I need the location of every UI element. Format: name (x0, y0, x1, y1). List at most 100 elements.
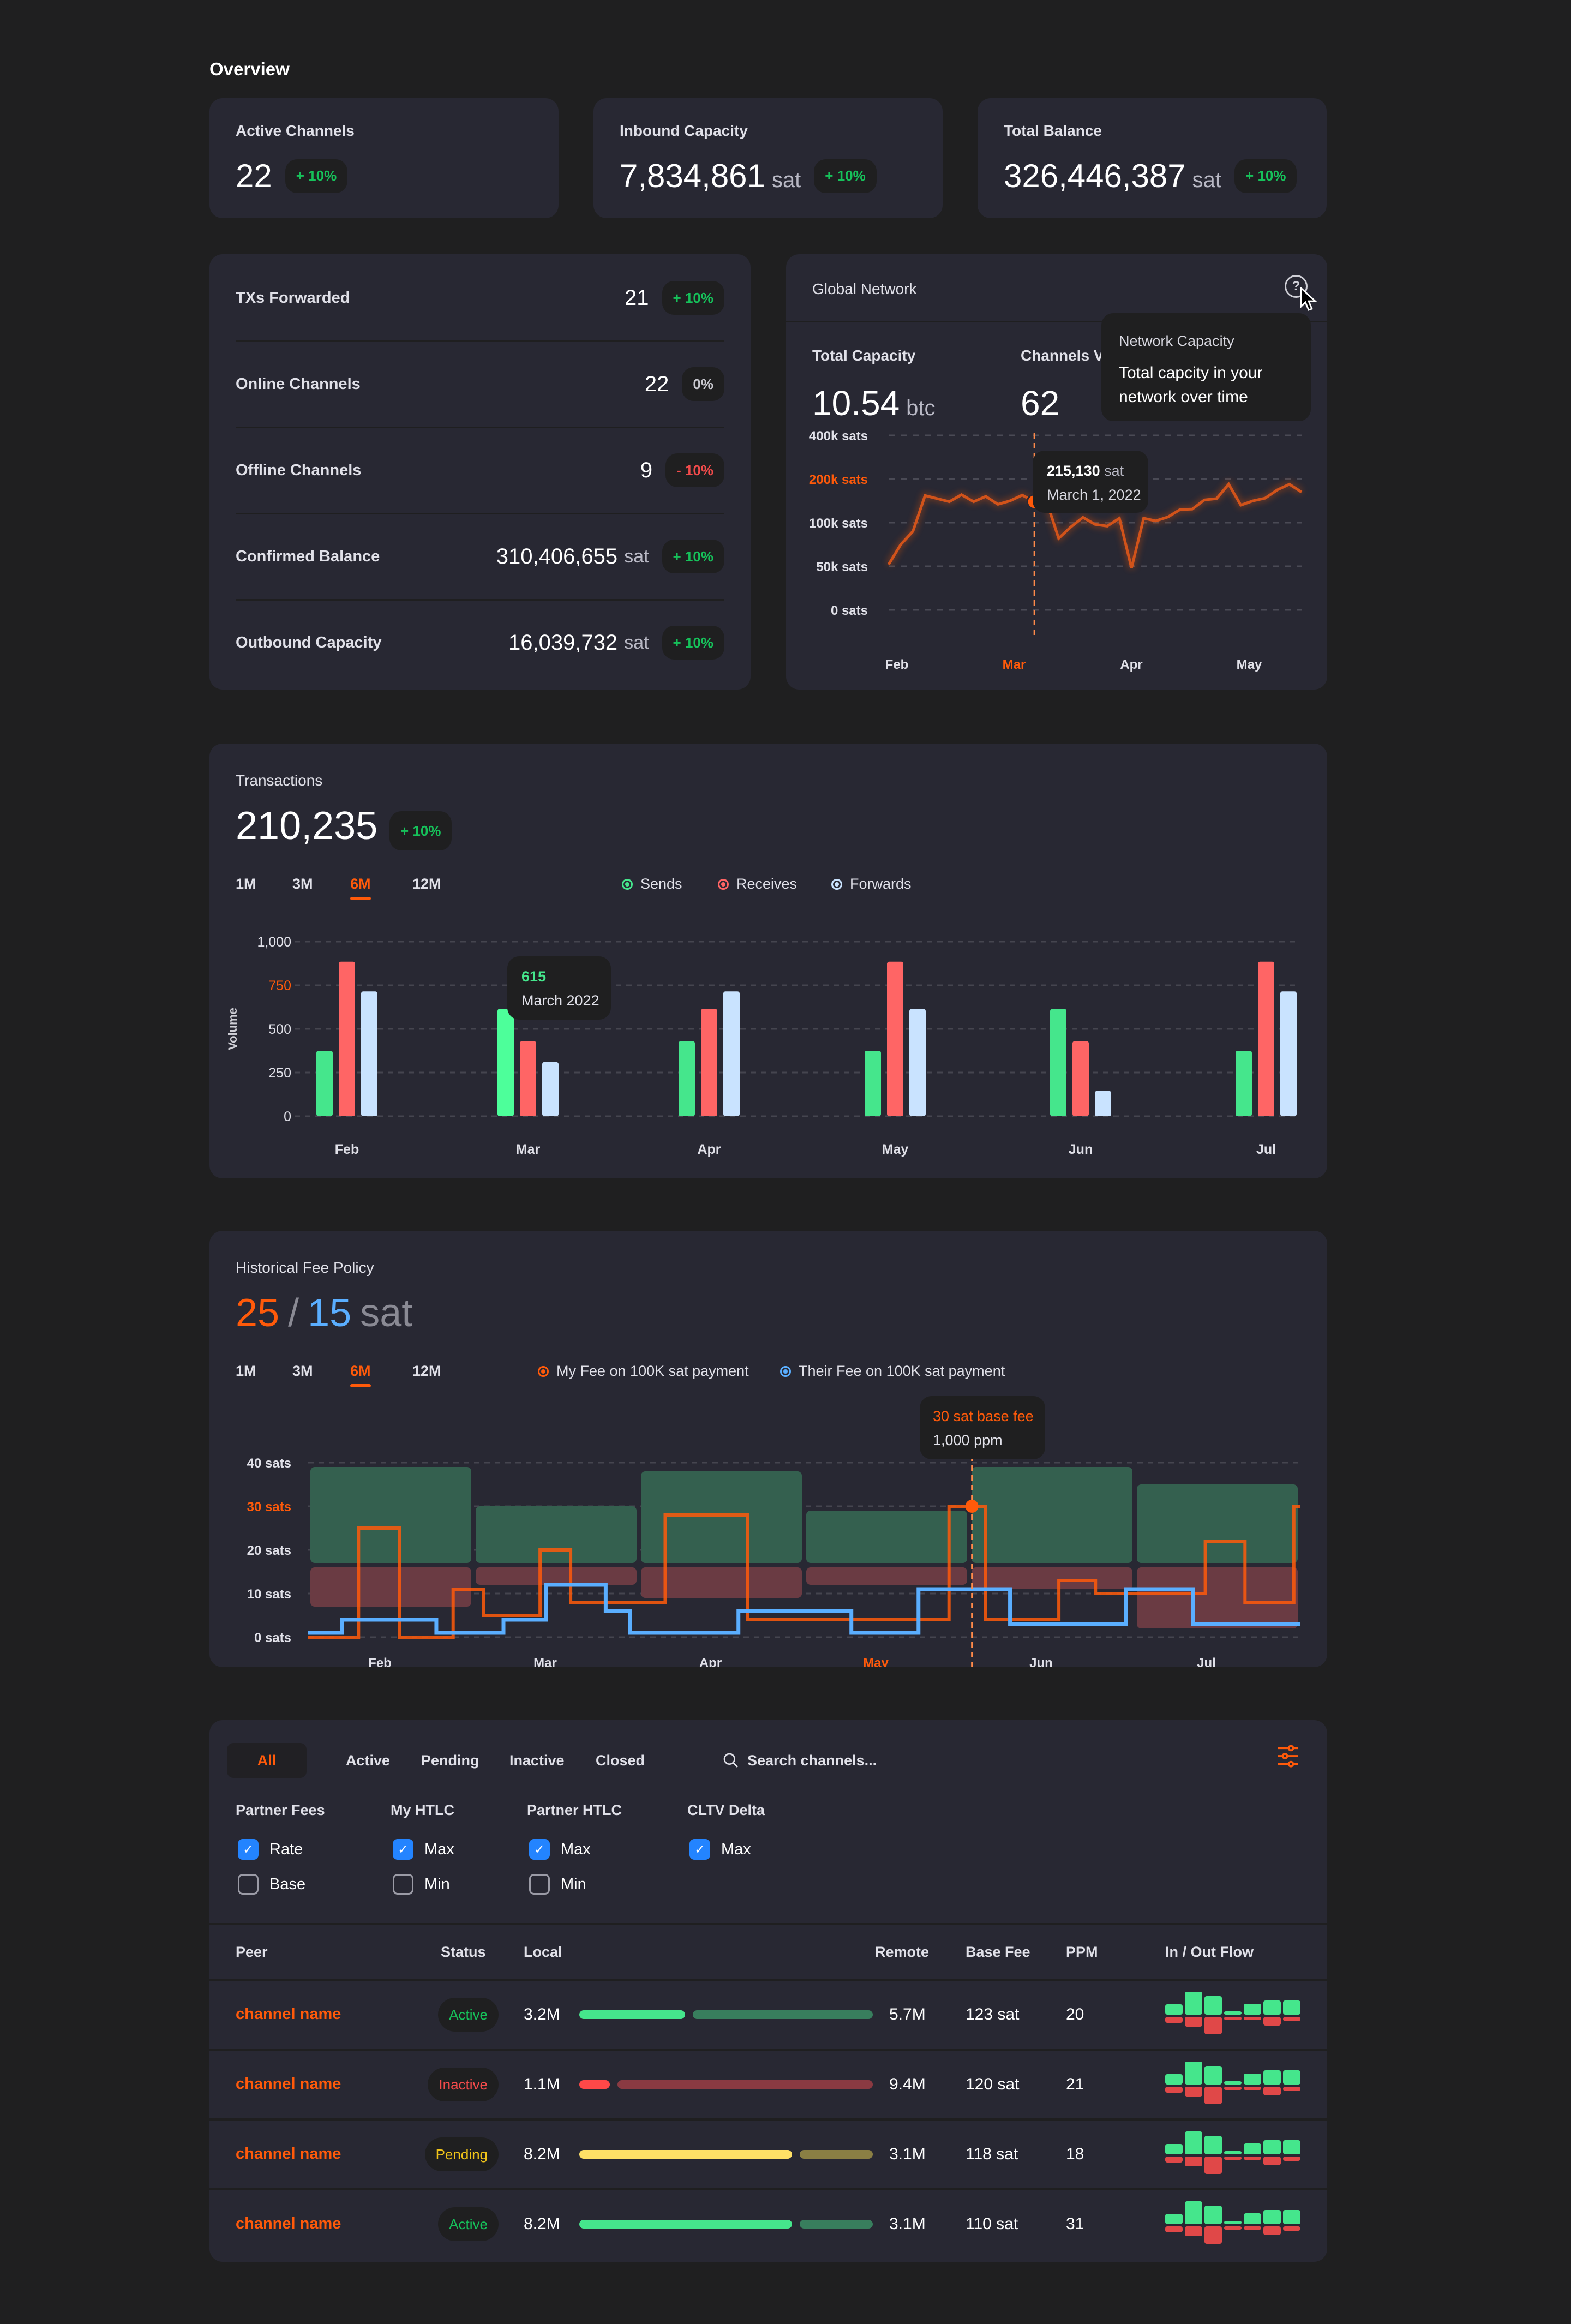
remote-balance: 3.1M (889, 2145, 926, 2163)
legend-item[interactable]: My Fee on 100K sat payment (538, 1363, 749, 1380)
bar-forwards[interactable] (361, 991, 377, 1116)
fee-band-lower (972, 1567, 1132, 1589)
highlight-point[interactable] (965, 1500, 979, 1513)
stat-card: Total Balance 326,446,387 sat + 10% (978, 98, 1327, 218)
y-tick-label: 10 sats (247, 1587, 291, 1602)
bar-forwards[interactable] (723, 991, 740, 1116)
checkbox-min[interactable]: Min (393, 1874, 450, 1895)
inflow-bar (1185, 2201, 1202, 2224)
help-button[interactable]: ? (1285, 275, 1308, 298)
checkbox-max[interactable]: ✓ Max (689, 1839, 751, 1860)
local-balance: 3.2M (524, 2005, 560, 2023)
inflow-bar (1224, 2221, 1242, 2224)
bar-receives[interactable] (887, 961, 903, 1116)
total-capacity-label: Total Capacity (812, 347, 916, 364)
legend-item[interactable]: Their Fee on 100K sat payment (780, 1363, 1005, 1380)
fee-line (308, 1583, 1300, 1635)
inflow-bar (1204, 2206, 1222, 2224)
bar-receives[interactable] (1072, 1041, 1089, 1116)
bar-sends[interactable] (865, 1051, 881, 1116)
legend-item[interactable]: Forwards (831, 876, 912, 893)
range-tab-1m[interactable]: 1M (236, 1363, 256, 1379)
x-tick-label: Jul (1256, 1142, 1276, 1157)
column-header[interactable]: Status (441, 1944, 486, 1960)
fee-band-upper (641, 1471, 802, 1563)
y-tick-label: 100k sats (809, 516, 868, 531)
checkbox-max[interactable]: ✓ Max (529, 1839, 591, 1860)
metric-unit: sat (624, 546, 649, 567)
inflow-bar (1224, 2151, 1242, 2154)
checkbox-min[interactable]: Min (529, 1874, 586, 1895)
column-header[interactable]: Peer (236, 1944, 268, 1960)
column-header[interactable]: Remote (875, 1944, 930, 1960)
base-fee: 123 sat (966, 2005, 1020, 2023)
peer-link[interactable]: channel name (236, 2145, 341, 2163)
bar-tooltip-value: 615 (521, 968, 547, 985)
column-header[interactable]: Base Fee (966, 1944, 1030, 1960)
bar-sends[interactable] (1050, 1009, 1066, 1116)
range-tab-6m[interactable]: 6M (350, 1363, 371, 1387)
fee-band-upper (476, 1506, 637, 1563)
legend-item[interactable]: Sends (622, 876, 682, 893)
y-tick-label: 0 sats (254, 1631, 291, 1645)
bar-receives[interactable] (520, 1041, 536, 1116)
filter-tab-inactive[interactable]: Inactive (509, 1752, 565, 1769)
bar-sends[interactable] (679, 1041, 695, 1116)
sliders-icon[interactable] (1276, 1744, 1300, 1768)
range-tab-12m[interactable]: 12M (412, 876, 441, 892)
local-balance: 8.2M (524, 2215, 560, 2233)
remote-balance-bar (800, 2220, 873, 2229)
table-row[interactable]: channel name Pending 8.2M 3.1M 118 sat 18 (209, 2121, 1327, 2188)
bar-receives[interactable] (701, 1009, 717, 1116)
inflow-bar (1165, 2074, 1183, 2085)
bar-sends[interactable] (497, 1009, 514, 1116)
filter-tab-closed[interactable]: Closed (596, 1752, 645, 1769)
checkbox-rate[interactable]: ✓ Rate (238, 1839, 303, 1860)
inflow-bar (1224, 2011, 1242, 2015)
base-fee: 118 sat (966, 2145, 1018, 2163)
bar-forwards[interactable] (542, 1062, 559, 1116)
range-tab-12m[interactable]: 12M (412, 1363, 441, 1379)
fee-separator: / (288, 1291, 299, 1335)
peer-link[interactable]: channel name (236, 2075, 341, 2093)
range-tab-1m[interactable]: 1M (236, 876, 256, 892)
bar-forwards[interactable] (1280, 991, 1297, 1116)
filter-tab-all[interactable]: All (227, 1743, 307, 1778)
search-field[interactable]: Search channels... (722, 1743, 940, 1778)
column-header[interactable]: In / Out Flow (1165, 1944, 1254, 1960)
range-tab-3m[interactable]: 3M (292, 1363, 313, 1379)
bar-sends[interactable] (316, 1051, 333, 1116)
metric-value: 21 (625, 285, 649, 310)
x-tick-label: Feb (368, 1656, 392, 1667)
filter-tab-pending[interactable]: Pending (421, 1752, 479, 1769)
range-tab-3m[interactable]: 3M (292, 876, 313, 892)
filter-tab-active[interactable]: Active (346, 1752, 391, 1769)
checkbox-max[interactable]: ✓ Max (393, 1839, 454, 1860)
column-header[interactable]: PPM (1066, 1944, 1098, 1960)
legend-item[interactable]: Receives (718, 876, 797, 893)
status-badge: Active (438, 2207, 499, 2241)
metric-value: 16,039,732 (508, 630, 618, 655)
checkbox-base[interactable]: Base (238, 1874, 305, 1895)
table-row[interactable]: channel name Active 8.2M 3.1M 110 sat 31 (209, 2190, 1327, 2258)
bar-receives[interactable] (1258, 961, 1274, 1116)
metric-value: 9 (640, 458, 653, 482)
table-row[interactable]: channel name Active 3.2M 5.7M 123 sat 20 (209, 1981, 1327, 2049)
bar-receives[interactable] (339, 961, 355, 1116)
bar-forwards[interactable] (1095, 1091, 1111, 1116)
inflow-bar (1283, 2000, 1300, 2015)
column-header[interactable]: Local (524, 1944, 562, 1960)
metric-unit: sat (624, 632, 649, 653)
peer-link[interactable]: channel name (236, 2005, 341, 2023)
outflow-bar (1165, 2157, 1183, 2163)
peer-link[interactable]: channel name (236, 2215, 341, 2232)
inflow-bar (1244, 2004, 1261, 2015)
table-row[interactable]: channel name Inactive 1.1M 9.4M 120 sat 21 (209, 2051, 1327, 2118)
range-tab-6m[interactable]: 6M (350, 876, 371, 900)
bar-sends[interactable] (1236, 1051, 1252, 1116)
bar-forwards[interactable] (909, 1009, 926, 1116)
flow-sparkline (1165, 2051, 1307, 2118)
outflow-bar (1263, 2087, 1281, 2095)
checkbox-label: Max (561, 1840, 591, 1858)
outflow-bar (1224, 2087, 1242, 2090)
